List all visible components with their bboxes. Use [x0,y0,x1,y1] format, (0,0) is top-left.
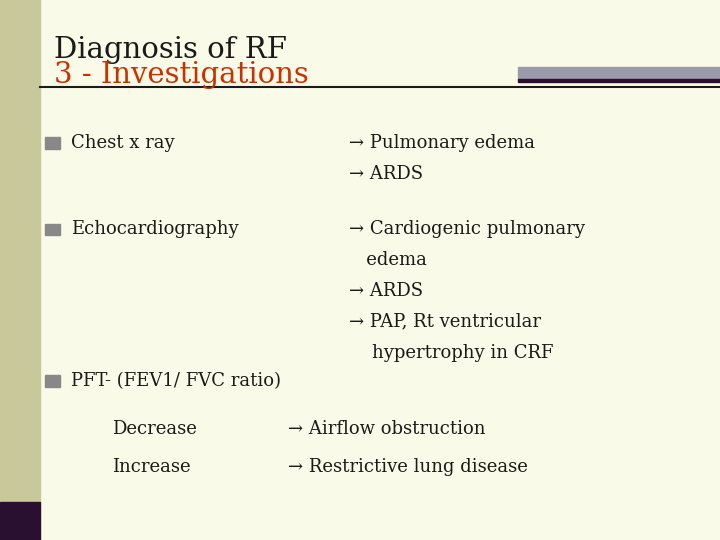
Bar [0,0,40,502]
Text: → Restrictive lung disease: → Restrictive lung disease [288,458,528,476]
Bar [45,224,60,235]
Bar [518,68,720,79]
Text: Decrease: Decrease [112,420,197,438]
Text: hypertrophy in CRF: hypertrophy in CRF [349,343,554,362]
Bar [45,137,60,149]
Text: Diagnosis of RF: Diagnosis of RF [54,36,287,64]
Bar [45,375,60,387]
Text: PFT- (FEV1/ FVC ratio): PFT- (FEV1/ FVC ratio) [71,372,281,390]
Text: Chest x ray: Chest x ray [71,134,174,152]
Text: → PAP, Rt ventricular: → PAP, Rt ventricular [349,313,541,331]
Text: → ARDS: → ARDS [349,282,423,300]
Bar [0,502,40,540]
Text: Increase: Increase [112,458,190,476]
Text: edema: edema [349,251,427,269]
Text: → ARDS: → ARDS [349,165,423,183]
Text: Echocardiography: Echocardiography [71,220,238,239]
Text: 3 - Investigations: 3 - Investigations [54,60,309,89]
Text: → Pulmonary edema: → Pulmonary edema [349,134,535,152]
Text: → Cardiogenic pulmonary: → Cardiogenic pulmonary [349,220,585,239]
Text: → Airflow obstruction: → Airflow obstruction [288,420,485,438]
Bar [518,79,720,82]
